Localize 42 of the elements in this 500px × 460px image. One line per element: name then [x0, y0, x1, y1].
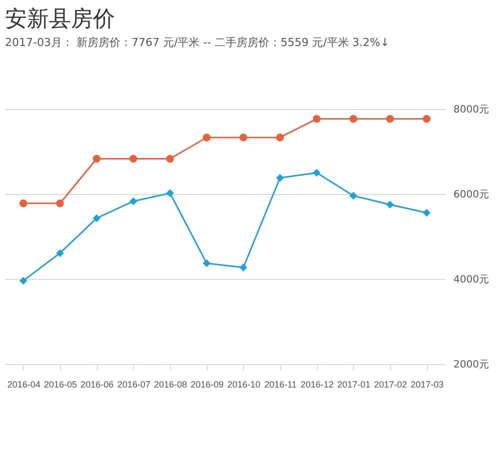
x-tick-label: 2016-05: [44, 380, 78, 390]
point: [202, 134, 211, 142]
point: [19, 276, 28, 285]
point: [19, 199, 28, 208]
x-tick-label: 2017-02: [374, 380, 408, 390]
point: [422, 115, 431, 123]
x-tick-label: 2017-03: [410, 380, 444, 390]
point: [312, 115, 321, 123]
point: [129, 154, 138, 163]
point: [422, 208, 431, 217]
point: [202, 259, 211, 268]
y-tick-label: 4000元: [454, 274, 489, 286]
x-tick-label: 2016-07: [117, 380, 150, 390]
x-tick-label: 2016-08: [154, 380, 188, 390]
x-tick-label: 2016-06: [80, 380, 114, 390]
point: [129, 197, 138, 206]
chart-subtitle: 2017-03月： 新房房价：7767 元/平米 -- 二手房房价：5559 元/平米 3.2%↓: [5, 36, 390, 49]
y-tick-label: 6000元: [454, 190, 489, 200]
point: [349, 192, 358, 200]
point: [386, 115, 394, 123]
point: [166, 154, 174, 163]
y-tick-label: 8000元: [454, 104, 489, 116]
x-tick-label: 2016-04: [7, 380, 40, 390]
x-tick-label: 2017-01: [337, 380, 370, 390]
x-tick-label: 2016-11: [264, 380, 297, 390]
point: [239, 264, 248, 272]
x-tick-label: 2016-09: [190, 380, 224, 390]
x-tick-label: 2016-10: [227, 380, 260, 390]
point: [239, 134, 248, 142]
point: [56, 249, 64, 257]
point: [312, 168, 321, 177]
point: [92, 154, 101, 163]
point: [386, 200, 394, 208]
y-tick-label: 2000元: [454, 360, 489, 370]
point: [92, 214, 101, 222]
x-tick-label: 2016-12: [300, 380, 334, 390]
chart-title: 安新县房价: [5, 7, 115, 32]
point: [56, 199, 64, 208]
point: [276, 134, 284, 142]
point: [349, 115, 358, 123]
point: [166, 189, 174, 198]
point: [276, 174, 284, 182]
